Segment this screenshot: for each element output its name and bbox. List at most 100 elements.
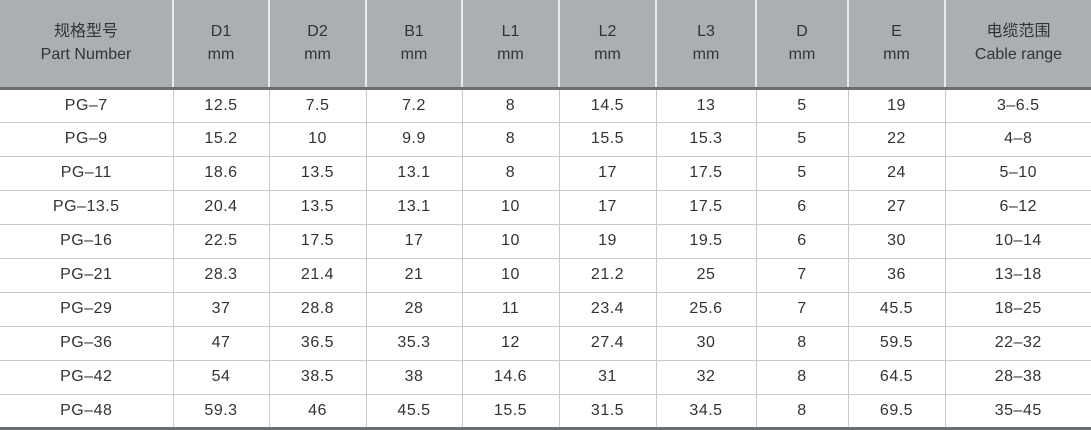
value-cell: 59.3 (172, 393, 270, 430)
value-cell: 47 (172, 325, 270, 361)
col-header-line1: D1 (210, 23, 232, 41)
value-cell: 10–14 (944, 223, 1091, 259)
value-cell: 10 (268, 121, 367, 157)
value-cell: 22.5 (172, 223, 270, 259)
value-cell: 14.5 (558, 87, 657, 123)
col-header-line1: D2 (307, 23, 328, 41)
value-cell: 10 (461, 257, 560, 293)
table-header: 规格型号 Part Number D1 mm D2 mm B1 mm L1 (0, 0, 1091, 90)
col-header-line2: mm (883, 46, 910, 64)
value-cell: 6 (755, 189, 849, 225)
value-cell: 46 (268, 393, 367, 430)
value-cell: 32 (655, 359, 757, 395)
value-cell: 21.4 (268, 257, 367, 293)
value-cell: 7.5 (268, 87, 367, 123)
value-cell: 9.9 (365, 121, 463, 157)
value-cell: 17.5 (655, 155, 757, 191)
value-cell: 17.5 (268, 223, 367, 259)
table-row: PG–16 22.5 17.5 17 10 19 19.5 6 30 10–14 (0, 223, 1091, 259)
value-cell: 5–10 (944, 155, 1091, 191)
col-header-part-number: 规格型号 Part Number (0, 0, 173, 90)
col-header-line2: mm (692, 46, 720, 64)
value-cell: 8 (461, 87, 560, 123)
col-header-line2: mm (788, 46, 816, 64)
value-cell: 31 (558, 359, 657, 395)
part-number-cell: PG–11 (0, 155, 174, 191)
col-header-l2: L2 mm (558, 0, 656, 90)
col-header-line1: 规格型号 (53, 23, 118, 41)
table-row: PG–36 47 36.5 35.3 12 27.4 30 8 59.5 22–32 (0, 325, 1091, 361)
value-cell: 28.8 (268, 291, 367, 327)
value-cell: 3–6.5 (944, 87, 1091, 123)
value-cell: 38.5 (268, 359, 367, 395)
col-header-line2: Part Number (40, 46, 132, 64)
value-cell: 7 (755, 291, 849, 327)
value-cell: 13 (655, 87, 757, 123)
value-cell: 12 (461, 325, 560, 361)
value-cell: 54 (172, 359, 270, 395)
value-cell: 36 (847, 257, 946, 293)
value-cell: 15.3 (655, 121, 757, 157)
col-header-l3: L3 mm (655, 0, 756, 90)
value-cell: 21.2 (558, 257, 657, 293)
col-header-line2: mm (497, 46, 524, 64)
value-cell: 34.5 (655, 393, 757, 430)
value-cell: 6–12 (944, 189, 1091, 225)
value-cell: 10 (461, 189, 560, 225)
value-cell: 6 (755, 223, 849, 259)
table-row: PG–11 18.6 13.5 13.1 8 17 17.5 5 24 5–10 (0, 155, 1091, 191)
col-header-line2: Cable range (974, 46, 1063, 64)
value-cell: 17 (558, 189, 657, 225)
value-cell: 5 (755, 121, 849, 157)
value-cell: 45.5 (365, 393, 463, 430)
value-cell: 36.5 (268, 325, 367, 361)
value-cell: 45.5 (847, 291, 946, 327)
value-cell: 22 (847, 121, 946, 157)
table-body: PG–7 12.5 7.5 7.2 8 14.5 13 5 19 3–6.5 PG–9 15.2 10 9… (0, 87, 1091, 430)
value-cell: 5 (755, 87, 849, 123)
value-cell: 19.5 (655, 223, 757, 259)
col-header-d: D mm (755, 0, 848, 90)
part-number-cell: PG–29 (0, 291, 174, 327)
value-cell: 8 (755, 325, 849, 361)
value-cell: 13.5 (268, 189, 367, 225)
value-cell: 37 (172, 291, 270, 327)
col-header-line2: mm (304, 46, 331, 64)
value-cell: 38 (365, 359, 463, 395)
value-cell: 24 (847, 155, 946, 191)
value-cell: 28.3 (172, 257, 270, 293)
value-cell: 13.5 (268, 155, 367, 191)
part-number-cell: PG–16 (0, 223, 174, 259)
part-number-cell: PG–13.5 (0, 189, 174, 225)
value-cell: 22–32 (944, 325, 1091, 361)
value-cell: 25 (655, 257, 757, 293)
value-cell: 15.2 (172, 121, 270, 157)
table-row: PG–29 37 28.8 28 11 23.4 25.6 7 45.5 18–25 (0, 291, 1091, 327)
value-cell: 35–45 (944, 393, 1091, 430)
value-cell: 17 (365, 223, 463, 259)
value-cell: 20.4 (172, 189, 270, 225)
value-cell: 69.5 (847, 393, 946, 430)
value-cell: 14.6 (461, 359, 560, 395)
col-header-line2: mm (594, 46, 621, 64)
value-cell: 35.3 (365, 325, 463, 361)
value-cell: 15.5 (461, 393, 560, 430)
part-number-cell: PG–21 (0, 257, 174, 293)
col-header-line1: E (891, 23, 902, 41)
value-cell: 19 (847, 87, 946, 123)
value-cell: 18–25 (944, 291, 1091, 327)
value-cell: 13–18 (944, 257, 1091, 293)
value-cell: 13.1 (365, 155, 463, 191)
value-cell: 11 (461, 291, 560, 327)
value-cell: 19 (558, 223, 657, 259)
value-cell: 17.5 (655, 189, 757, 225)
value-cell: 25.6 (655, 291, 757, 327)
table-row: PG–48 59.3 46 45.5 15.5 31.5 34.5 8 69.5 35–45 (0, 393, 1091, 430)
part-number-cell: PG–48 (0, 393, 174, 430)
part-number-cell: PG–9 (0, 121, 174, 157)
col-header-line2: mm (400, 46, 428, 64)
value-cell: 59.5 (847, 325, 946, 361)
header-row: 规格型号 Part Number D1 mm D2 mm B1 mm L1 (0, 0, 1091, 90)
col-header-line1: L3 (697, 23, 715, 41)
